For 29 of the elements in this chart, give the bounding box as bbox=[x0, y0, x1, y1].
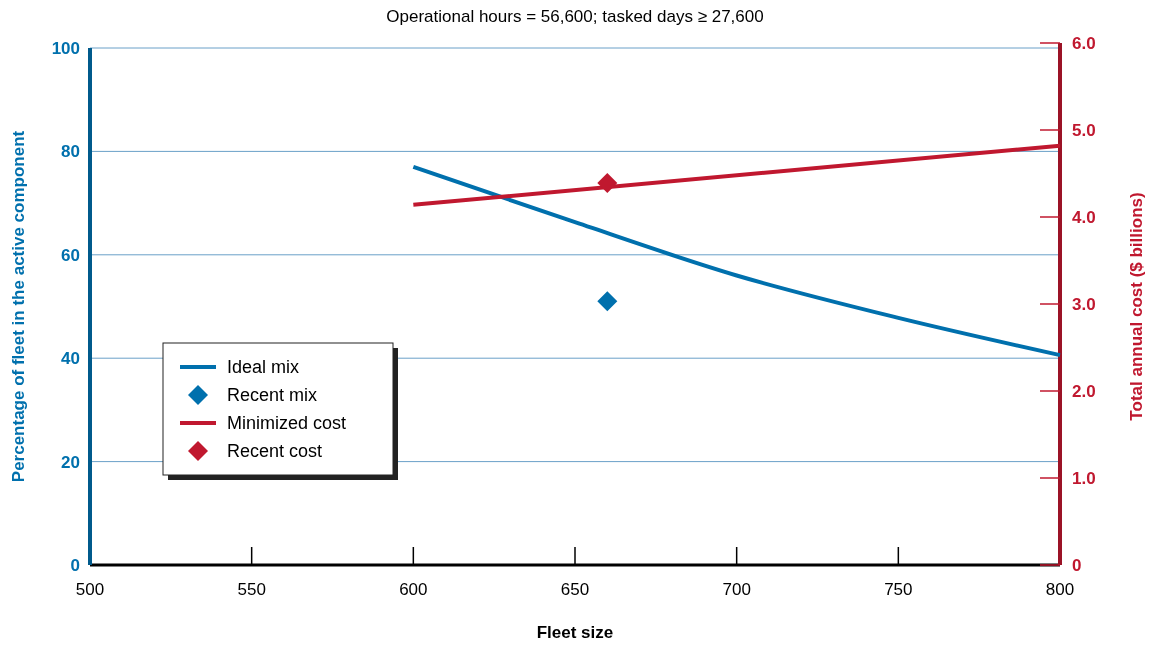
legend-label: Recent mix bbox=[227, 385, 318, 405]
y-tick-label: 0 bbox=[70, 556, 80, 575]
legend-label: Recent cost bbox=[227, 441, 323, 461]
y-tick-label: 60 bbox=[61, 245, 80, 265]
y2-tick-label: 6.0 bbox=[1072, 34, 1096, 53]
y2-tick-label: 5.0 bbox=[1072, 121, 1096, 140]
legend-label: Ideal mix bbox=[227, 357, 300, 377]
x-tick-label: 650 bbox=[560, 580, 590, 599]
y-tick-label: 20 bbox=[61, 452, 80, 472]
x-tick-label: 500 bbox=[75, 580, 105, 599]
chart-title: Operational hours = 56,600; tasked days ≥ 27,600 bbox=[386, 7, 764, 26]
y2-tick-label: 3.0 bbox=[1072, 295, 1096, 314]
line-series bbox=[411, 164, 1062, 358]
x-tick-label: 600 bbox=[399, 580, 428, 599]
y-axis-title: Percentage of fleet in the active component bbox=[9, 130, 28, 483]
x-axis-title: Fleet size bbox=[536, 623, 614, 642]
y2-tick-label: 4.0 bbox=[1072, 208, 1096, 227]
y2-tick-label: 1.0 bbox=[1072, 469, 1096, 488]
y2-axis-title: Total annual cost ($ billions) bbox=[1127, 192, 1146, 421]
x-tick-label: 750 bbox=[884, 580, 913, 599]
x-tick-label: 700 bbox=[722, 580, 751, 599]
legend-label: Minimized cost bbox=[227, 413, 347, 433]
x-tick-label: 550 bbox=[237, 580, 266, 599]
y-tick-label: 100 bbox=[51, 39, 80, 58]
y2-tick-label: 2.0 bbox=[1072, 382, 1096, 401]
y-tick-label: 40 bbox=[61, 349, 80, 369]
y2-tick-label: 0 bbox=[1072, 556, 1082, 575]
x-tick-label: 800 bbox=[1045, 580, 1075, 599]
y-tick-label: 80 bbox=[61, 142, 80, 162]
